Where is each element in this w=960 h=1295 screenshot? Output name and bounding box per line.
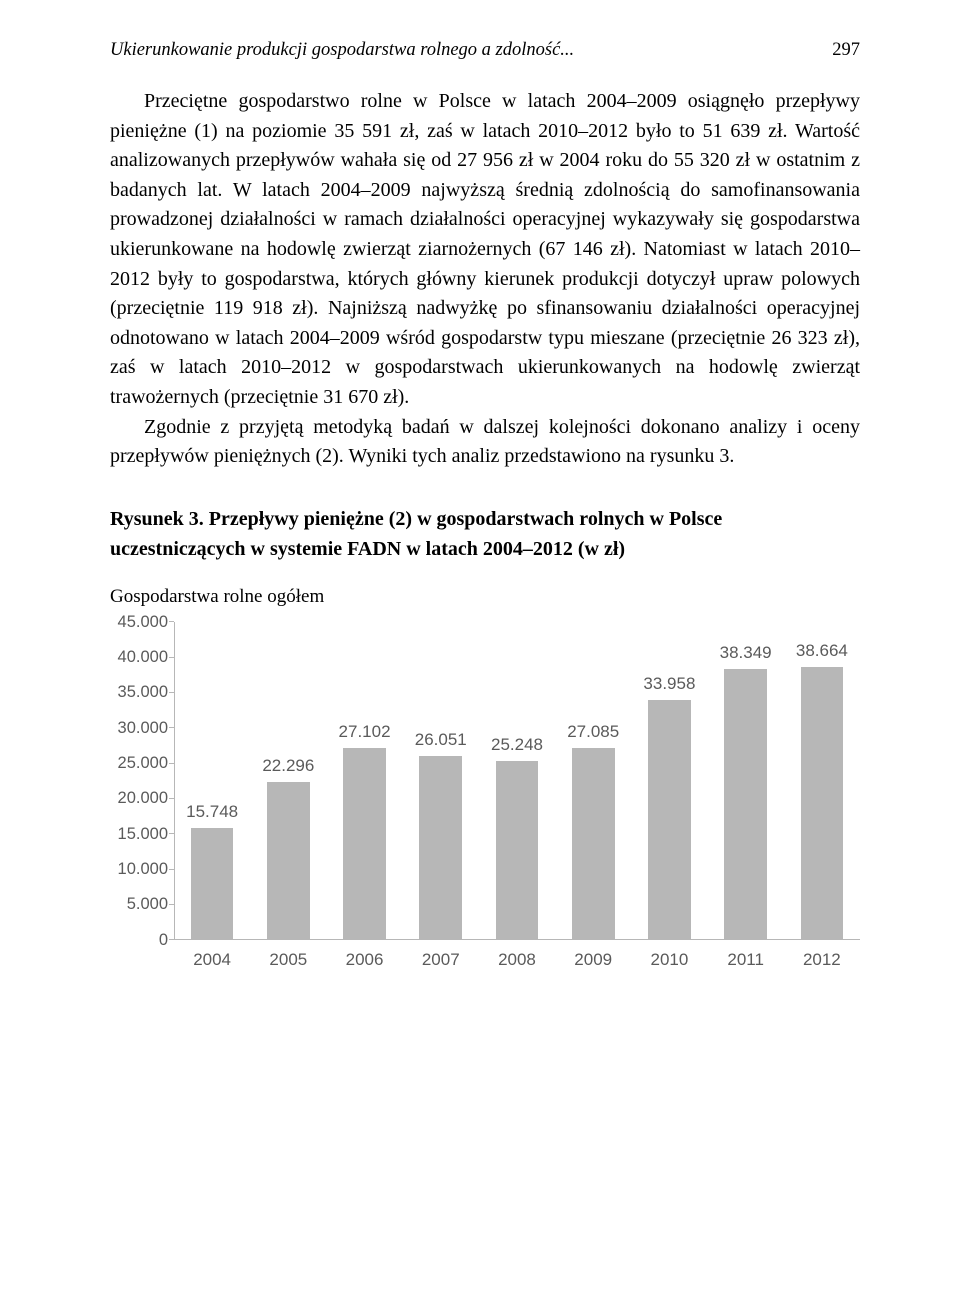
figure-subcaption: Gospodarstwa rolne ogółem xyxy=(110,586,860,608)
y-tick-mark xyxy=(169,621,174,622)
x-tick-label: 2009 xyxy=(555,950,631,970)
y-tick-label: 5.000 xyxy=(114,895,168,914)
bar xyxy=(724,669,767,940)
x-tick-label: 2011 xyxy=(708,950,784,970)
bar xyxy=(343,748,386,940)
y-tick-label: 10.000 xyxy=(114,860,168,879)
y-tick-label: 35.000 xyxy=(114,683,168,702)
y-tick-label: 15.000 xyxy=(114,825,168,844)
bar-slot: 33.958 xyxy=(631,622,707,940)
bar-slot: 38.664 xyxy=(784,622,860,940)
bar-slot: 38.349 xyxy=(708,622,784,940)
y-tick-label: 25.000 xyxy=(114,754,168,773)
bar-value-label: 15.748 xyxy=(174,802,250,822)
bar-value-label: 33.958 xyxy=(631,674,707,694)
bar-slot: 27.102 xyxy=(326,622,402,940)
bar xyxy=(572,748,615,939)
x-tick-label: 2012 xyxy=(784,950,860,970)
bar xyxy=(648,700,691,940)
bar-value-label: 27.102 xyxy=(326,722,402,742)
bar-chart: 15.748 22.29627.10226.05125.24827.085 33.9… xyxy=(110,622,860,970)
x-tick-label: 2006 xyxy=(326,950,402,970)
bar xyxy=(419,756,462,940)
bar-slot: 27.085 xyxy=(555,622,631,940)
x-tick-label: 2008 xyxy=(479,950,555,970)
bar-slot: 22.296 xyxy=(250,622,326,940)
x-tick-label: 2007 xyxy=(403,950,479,970)
x-tick-label: 2010 xyxy=(631,950,707,970)
chart-plot-area: 15.748 22.29627.10226.05125.24827.085 33.9… xyxy=(174,622,860,940)
y-tick-label: 0 xyxy=(114,931,168,950)
y-tick-mark xyxy=(169,869,174,870)
y-tick-label: 20.000 xyxy=(114,789,168,808)
running-head: Ukierunkowanie produkcji gospodarstwa ro… xyxy=(110,40,860,61)
running-head-title: Ukierunkowanie produkcji gospodarstwa ro… xyxy=(110,40,574,61)
y-tick-mark xyxy=(169,657,174,658)
page: Ukierunkowanie produkcji gospodarstwa ro… xyxy=(0,0,960,1000)
y-tick-label: 40.000 xyxy=(114,648,168,667)
y-tick-label: 45.000 xyxy=(114,613,168,632)
paragraph-1: Przeciętne gospodarstwo rolne w Polsce w… xyxy=(110,87,860,413)
y-tick-mark xyxy=(169,833,174,834)
paragraph-2-text: Zgodnie z przyjętą metodyką badań w dals… xyxy=(110,416,860,468)
bar-value-label: 38.664 xyxy=(784,641,860,661)
bar-value-label: 38.349 xyxy=(708,643,784,663)
x-tick-label: 2004 xyxy=(174,950,250,970)
bar-slot: 25.248 xyxy=(479,622,555,940)
bar xyxy=(801,667,844,940)
y-tick-mark xyxy=(169,798,174,799)
caption-lead: Rysunek 3. xyxy=(110,508,204,530)
bar-value-label: 27.085 xyxy=(555,722,631,742)
figure-caption: Rysunek 3. Przepływy pieniężne (2) w gos… xyxy=(110,504,860,564)
paragraph-2: Zgodnie z przyjętą metodyką badań w dals… xyxy=(110,413,860,472)
y-tick-mark xyxy=(169,763,174,764)
page-number: 297 xyxy=(832,40,860,61)
y-tick-mark xyxy=(169,692,174,693)
x-axis-labels: 200420052006200720082009201020112012 xyxy=(174,950,860,970)
bar xyxy=(267,782,310,940)
bar xyxy=(496,761,539,939)
y-tick-mark xyxy=(169,939,174,940)
x-tick-label: 2005 xyxy=(250,950,326,970)
y-tick-mark xyxy=(169,904,174,905)
bar xyxy=(191,828,234,939)
y-tick-mark xyxy=(169,727,174,728)
bar-value-label: 22.296 xyxy=(250,756,326,776)
bar-slot: 26.051 xyxy=(403,622,479,940)
bar-value-label: 25.248 xyxy=(479,735,555,755)
bar-slot: 15.748 xyxy=(174,622,250,940)
bar-value-label: 26.051 xyxy=(403,730,479,750)
y-tick-label: 30.000 xyxy=(114,719,168,738)
bars-container: 15.748 22.29627.10226.05125.24827.085 33.9… xyxy=(174,622,860,940)
paragraph-1-text: Przeciętne gospodarstwo rolne w Polsce w… xyxy=(110,90,860,408)
